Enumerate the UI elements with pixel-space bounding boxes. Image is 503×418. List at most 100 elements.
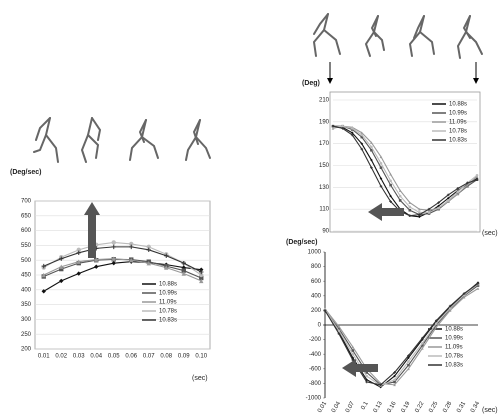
y-tick-label: -200 bbox=[309, 337, 322, 343]
legend-label: 10.88s bbox=[159, 282, 177, 288]
marker bbox=[352, 349, 355, 352]
marker bbox=[447, 199, 450, 202]
y-tick-label: 190 bbox=[319, 119, 330, 125]
y-axis-title: (Deg/sec) bbox=[286, 239, 318, 246]
legend-label: 10.99s bbox=[449, 111, 467, 117]
legend-label: 11.09s bbox=[445, 345, 463, 351]
marker bbox=[352, 353, 355, 356]
y-tick-label: 400 bbox=[21, 287, 32, 293]
marker bbox=[380, 166, 383, 169]
marker bbox=[389, 179, 392, 182]
marker bbox=[421, 342, 424, 345]
x-tick-label: 0.01 bbox=[317, 400, 328, 414]
charts: (Deg/sec) (sec) 200 250 300 350 400 450 500 550 60… bbox=[10, 80, 498, 414]
y-tick-label: 110 bbox=[319, 207, 329, 213]
y-tick-label: 90 bbox=[322, 229, 329, 235]
y-tick-label: 500 bbox=[21, 258, 32, 264]
y-tick-label: 550 bbox=[21, 243, 32, 249]
marker bbox=[457, 190, 460, 193]
y-tick-label: 600 bbox=[311, 279, 322, 285]
marker bbox=[94, 265, 98, 269]
marker bbox=[112, 261, 116, 265]
x-tick-label: 0.05 bbox=[108, 354, 120, 360]
x-tick-label: 0.31 bbox=[456, 400, 467, 414]
x-axis-title: (sec) bbox=[482, 230, 498, 237]
y-tick-label: 250 bbox=[21, 332, 32, 338]
y-tick-label: -1000 bbox=[306, 396, 322, 402]
y-tick-label: 0 bbox=[318, 323, 322, 329]
marker bbox=[407, 360, 410, 363]
x-tick-label: 0.07 bbox=[143, 354, 155, 360]
x-axis-title: (sec) bbox=[482, 407, 498, 414]
y-tick-label: 1000 bbox=[308, 250, 322, 256]
legend-label: 10.83s bbox=[449, 138, 467, 144]
y-tick-label: 200 bbox=[21, 347, 32, 353]
x-tick-label: 0.09 bbox=[178, 354, 190, 360]
marker bbox=[365, 375, 368, 378]
y-tick-label: 650 bbox=[21, 213, 32, 219]
marker bbox=[389, 184, 392, 187]
legend-label: 10.88s bbox=[445, 327, 463, 333]
legend-label: 10.78s bbox=[445, 354, 463, 360]
legend-label: 10.99s bbox=[159, 291, 177, 297]
marker bbox=[399, 195, 402, 198]
legend-label: 10.78s bbox=[159, 309, 177, 315]
y-tick-label: -600 bbox=[309, 366, 322, 372]
x-tick-label: 0.04 bbox=[90, 354, 102, 360]
legend-label: 10.99s bbox=[445, 336, 463, 342]
x-tick-label: 0.01 bbox=[38, 354, 50, 360]
y-tick-label: 200 bbox=[311, 308, 322, 314]
y-tick-label: 800 bbox=[311, 264, 322, 270]
y-tick-label: 700 bbox=[21, 199, 32, 205]
legend-label: 11.09s bbox=[159, 300, 177, 306]
x-tick-label: 0.10 bbox=[195, 354, 207, 360]
series-line bbox=[44, 262, 202, 292]
x-tick-label: 0.28 bbox=[442, 400, 453, 414]
marker bbox=[409, 209, 412, 212]
y-tick-label: 350 bbox=[21, 302, 32, 308]
y-tick-label: -400 bbox=[309, 352, 322, 358]
y-axis-title: (Deg/sec) bbox=[10, 169, 42, 176]
marker bbox=[361, 134, 364, 137]
y-tick-label: 450 bbox=[21, 273, 32, 279]
y-tick-label: 300 bbox=[21, 317, 32, 323]
y-axis-title: (Deg) bbox=[302, 80, 320, 87]
x-tick-label: 0.02 bbox=[55, 354, 67, 360]
legend-label: 10.78s bbox=[449, 129, 467, 135]
x-tick-label: 0.07 bbox=[345, 400, 356, 414]
marker bbox=[476, 174, 479, 177]
legend-label: 10.83s bbox=[445, 363, 463, 369]
y-tick-label: 130 bbox=[319, 185, 330, 191]
x-tick-label: 0.1 bbox=[360, 400, 370, 411]
marker bbox=[407, 364, 410, 367]
x-tick-label: 0.03 bbox=[73, 354, 85, 360]
marker bbox=[112, 240, 116, 244]
y-tick-label: 600 bbox=[21, 228, 32, 234]
y-tick-label: -800 bbox=[309, 381, 322, 387]
x-tick-label: 0.08 bbox=[160, 354, 172, 360]
marker bbox=[351, 127, 354, 130]
legend-label: 10.83s bbox=[159, 318, 177, 324]
x-tick-label: 0.16 bbox=[387, 400, 398, 414]
runner-figures bbox=[34, 14, 482, 162]
y-tick-label: 150 bbox=[319, 163, 330, 169]
x-tick-label: 0.06 bbox=[125, 354, 137, 360]
figure: (Deg/sec) (sec) 200 250 300 350 400 450 500 550 60… bbox=[0, 0, 503, 418]
y-tick-label: 210 bbox=[319, 98, 330, 104]
marker bbox=[399, 199, 402, 202]
marker bbox=[380, 162, 383, 165]
legend-label: 11.09s bbox=[449, 120, 467, 126]
x-axis-title: (sec) bbox=[192, 375, 208, 382]
y-tick-label: 170 bbox=[319, 141, 330, 147]
legend-label: 10.88s bbox=[449, 102, 467, 108]
x-tick-label: 0.13 bbox=[373, 400, 384, 414]
x-tick-label: 0.22 bbox=[414, 400, 425, 414]
y-tick-label: 400 bbox=[311, 293, 322, 299]
x-tick-label: 0.25 bbox=[428, 400, 439, 414]
marker bbox=[428, 211, 431, 214]
marker bbox=[370, 146, 373, 149]
marker bbox=[409, 206, 412, 209]
marker bbox=[393, 378, 396, 381]
x-tick-label: 0.19 bbox=[401, 400, 412, 414]
x-tick-label: 0.04 bbox=[331, 400, 342, 414]
